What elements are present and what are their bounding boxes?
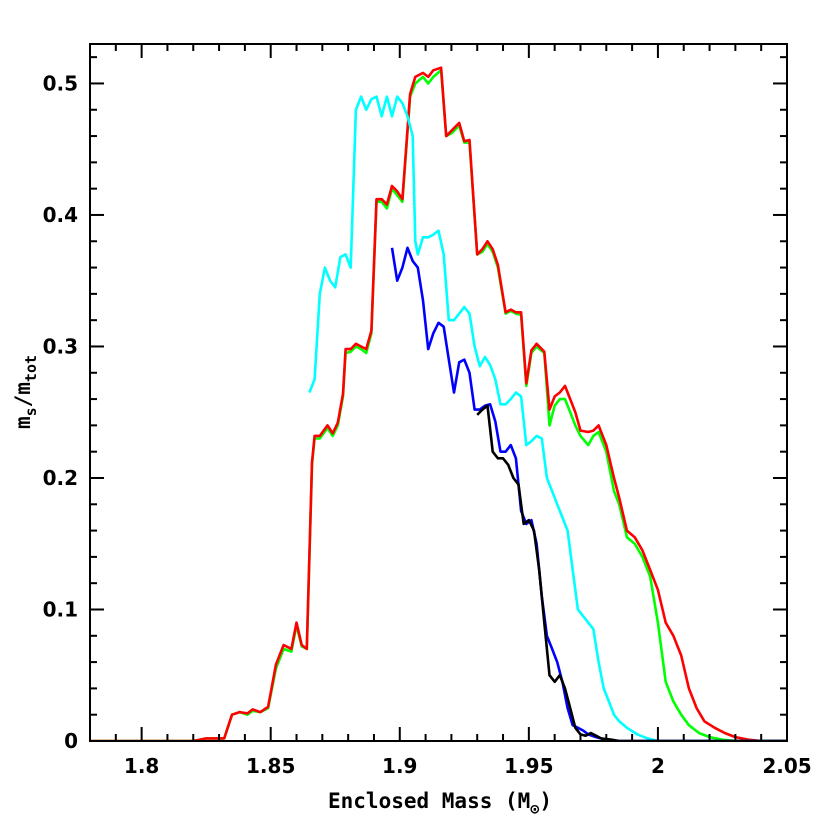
series-line-4: [390, 246, 787, 741]
series-line-3: [308, 95, 787, 741]
series-line-2: [90, 66, 787, 741]
tick-label-layer: 1.8 1.85 1.9 1.95 2 2.05 0 0.1 0.2 0.3 0.4 0.5: [43, 71, 812, 778]
x-axis-title-sub: ⊙: [530, 800, 539, 818]
y-tick-label: 0.1: [43, 597, 78, 621]
x-tick-label: 1.9: [382, 754, 417, 778]
x-axis-title-close: ): [539, 789, 552, 813]
y-axis-title-m: m: [11, 416, 35, 429]
y-tick-label: 0: [64, 729, 78, 753]
y-tick-label: 0.5: [43, 71, 78, 95]
x-tick-label: 1.95: [504, 754, 553, 778]
x-tick-label: 1.85: [246, 754, 295, 778]
y-tick-label: 0.4: [43, 203, 78, 227]
x-tick-label: 2.05: [762, 754, 811, 778]
x-axis-title: Enclosed Mass (M⊙): [328, 789, 552, 818]
y-axis-title-slash: /m: [11, 382, 35, 407]
x-axis-title-main: Enclosed Mass (M: [328, 789, 530, 813]
y-tick-label: 0.3: [43, 334, 78, 358]
series-layer: [90, 66, 787, 741]
y-axis-title-tot: tot: [22, 355, 40, 382]
y-axis-title: ms/mtot: [11, 355, 40, 429]
series-line-5: [476, 404, 787, 741]
x-tick-label: 1.8: [124, 754, 159, 778]
plot-frame: [89, 43, 788, 742]
y-axis-title-s: s: [22, 407, 40, 416]
y-tick-label: 0.2: [43, 466, 78, 490]
x-tick-label: 2: [651, 754, 665, 778]
